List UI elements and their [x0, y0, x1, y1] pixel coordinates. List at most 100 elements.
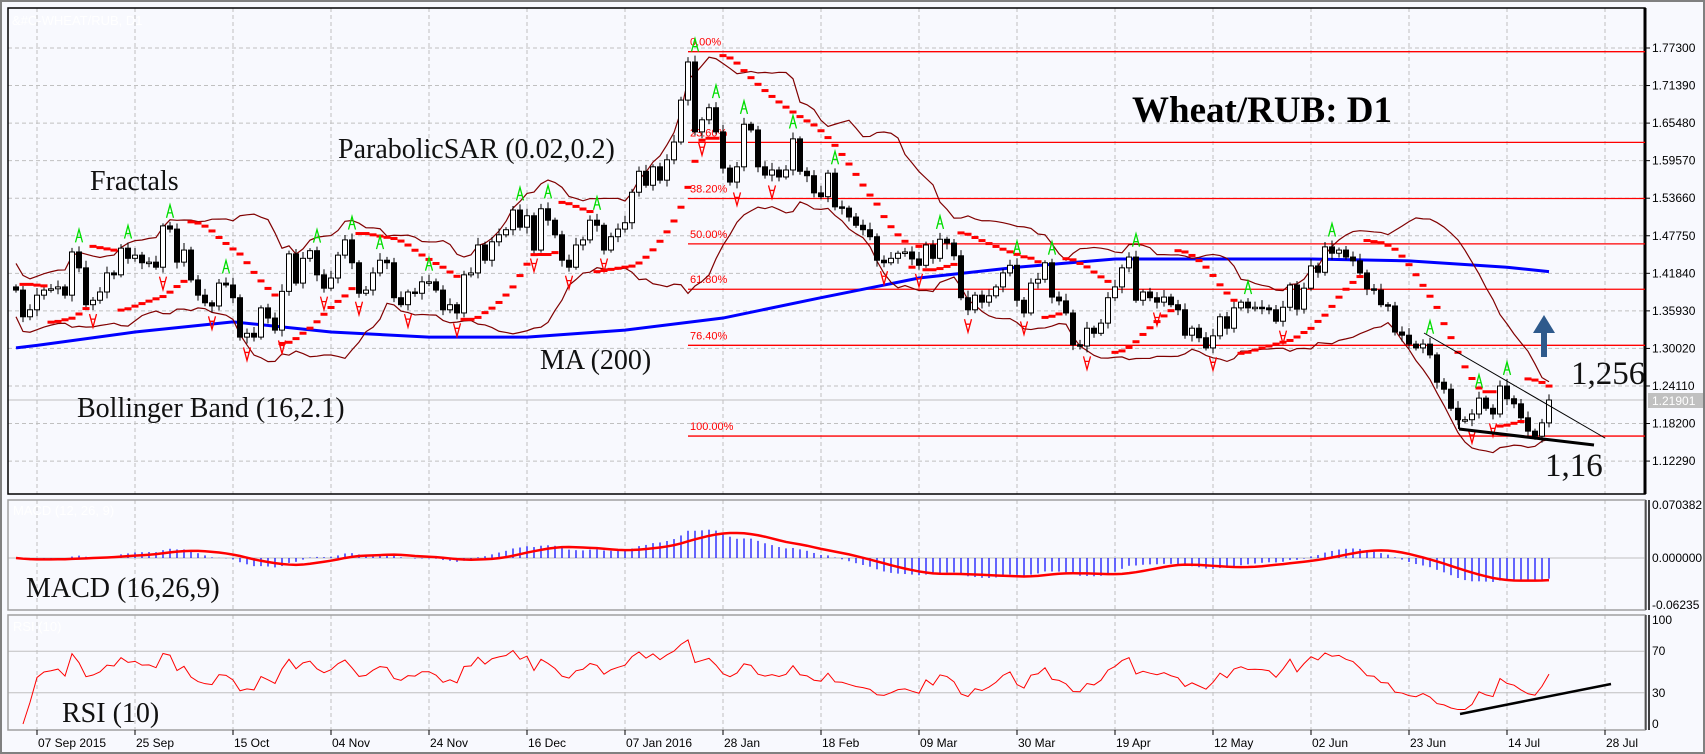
candle-bearish [1525, 417, 1531, 432]
candle-bearish [1154, 297, 1160, 303]
parabolic-sar-dot [516, 274, 524, 278]
parabolic-sar-dot [1538, 380, 1546, 384]
bollinger-lower-band [15, 201, 1550, 454]
parabolic-sar-dot [40, 284, 48, 288]
up-arrow-icon[interactable] [1533, 315, 1555, 357]
candle-bullish [622, 222, 628, 230]
parabolic-sar-dot [1083, 265, 1091, 269]
candle-bullish [1308, 265, 1314, 289]
candle-bearish [202, 294, 208, 304]
candle-bearish [111, 272, 117, 276]
candle-bearish [1259, 306, 1265, 310]
parabolic-sar-dot [215, 235, 223, 239]
candle-bullish [181, 249, 187, 263]
fractal-down-icon [277, 340, 287, 356]
candle-bearish [293, 253, 299, 284]
rsi-panel[interactable] [7, 614, 1646, 731]
parabolic-sar-dot [530, 253, 538, 257]
date-tick-label: 14 Jul [1508, 736, 1540, 750]
fractal-down-icon [963, 319, 973, 335]
candle-bullish [34, 294, 40, 311]
resistance-level-label: 1,256 [1571, 356, 1645, 392]
parabolic-sar-dot [838, 152, 846, 156]
candle-bullish [1280, 306, 1286, 322]
support-trendline[interactable] [1458, 427, 1595, 447]
price-tick-label: 1.24110 [1652, 379, 1695, 393]
parabolic-sar-dot [810, 123, 818, 127]
parabolic-sar-dot [110, 248, 118, 252]
parabolic-sar-dot [1111, 350, 1119, 354]
fractal-up-icon [1243, 278, 1253, 295]
candle-bullish [587, 219, 593, 241]
candle-bullish [734, 166, 740, 183]
indicator-marks [19, 36, 1553, 446]
parabolic-sar-dot [747, 76, 755, 80]
candle-bullish [258, 307, 264, 338]
parabolic-sar-dot [222, 241, 230, 245]
parabolic-sar-dot [1244, 350, 1252, 354]
fractal-down-icon [732, 192, 742, 208]
parabolic-sar-dot [509, 285, 517, 289]
parabolic-sar-dot [1314, 319, 1322, 323]
candle-bearish [1364, 272, 1370, 290]
parabolic-sar-dot [292, 337, 300, 341]
candle-bearish [1091, 327, 1097, 334]
candle-bullish [1469, 413, 1475, 421]
candle-bullish [1161, 296, 1167, 303]
date-tick-label: 16 Dec [528, 736, 566, 750]
fractals-label: Fractals [90, 166, 179, 197]
parabolic-sar-dot [586, 210, 594, 214]
parabolic-sar-dot [264, 286, 272, 290]
candle-bullish [888, 257, 894, 264]
parabolic-sar-dot [327, 306, 335, 310]
candle-bullish [370, 272, 376, 291]
candle-bullish [300, 257, 306, 284]
fractal-down-icon [1467, 429, 1477, 446]
fractal-up-icon [1327, 221, 1337, 237]
parabolic-sar-dot [971, 235, 979, 239]
parabolic-sar-dot [194, 221, 202, 225]
parabolic-sar-dot [1377, 241, 1385, 245]
parabolic-sar-dot [299, 331, 307, 335]
parabolic-sar-dot [733, 61, 741, 65]
fractal-up-icon [424, 255, 434, 271]
rsi-trendline[interactable] [1459, 682, 1612, 716]
parabolic-sar-dot [607, 267, 615, 271]
candle-bullish [1007, 264, 1013, 274]
parabolic-sar-dot [740, 69, 748, 73]
parabolic-sar-dot [411, 248, 419, 252]
parabolic-sar-dot [1097, 275, 1105, 279]
candle-bearish [454, 304, 460, 314]
candle-bearish [531, 215, 537, 251]
resistance-trendline[interactable] [1423, 332, 1606, 439]
candle-bearish [552, 219, 558, 236]
candle-bearish [1196, 327, 1202, 339]
current-price-box [1648, 393, 1703, 408]
candle-bullish [90, 299, 96, 306]
parabolic-sar-dot [152, 297, 160, 301]
parabolic-sar-dot [1461, 365, 1469, 369]
parabolic-sar-dot [1090, 270, 1098, 274]
parabolic-sar-dot [635, 261, 643, 265]
candle-bearish [1413, 343, 1419, 349]
fibonacci-retracement[interactable]: 0.00%23.60%38.20%50.00%61.80%76.40%100.0… [688, 37, 1645, 437]
fib-level-label: 38.20% [690, 184, 728, 196]
chart-symbol-caption: &#C-WHEAT/RUB, D1 [12, 13, 143, 28]
fractal-down-icon [1488, 423, 1498, 439]
parabolic-sar-dot [621, 265, 629, 269]
candle-bullish [1462, 419, 1468, 422]
candle-bullish [27, 309, 33, 318]
parabolic-sar-dot [789, 110, 797, 114]
candle-bearish [237, 297, 243, 338]
parabolic-sar-dot [33, 283, 41, 287]
fractal-up-icon [788, 113, 798, 129]
candle-bearish [867, 229, 873, 238]
parabolic-sar-dot [1041, 315, 1049, 319]
parabolic-sar-dot [439, 265, 447, 269]
parabolic-sar-dot [432, 261, 440, 265]
candle-bullish [1210, 335, 1216, 349]
macd-panel[interactable] [7, 499, 1646, 611]
candle-bullish [986, 295, 992, 303]
parabolic-sar-dot [1167, 309, 1175, 313]
